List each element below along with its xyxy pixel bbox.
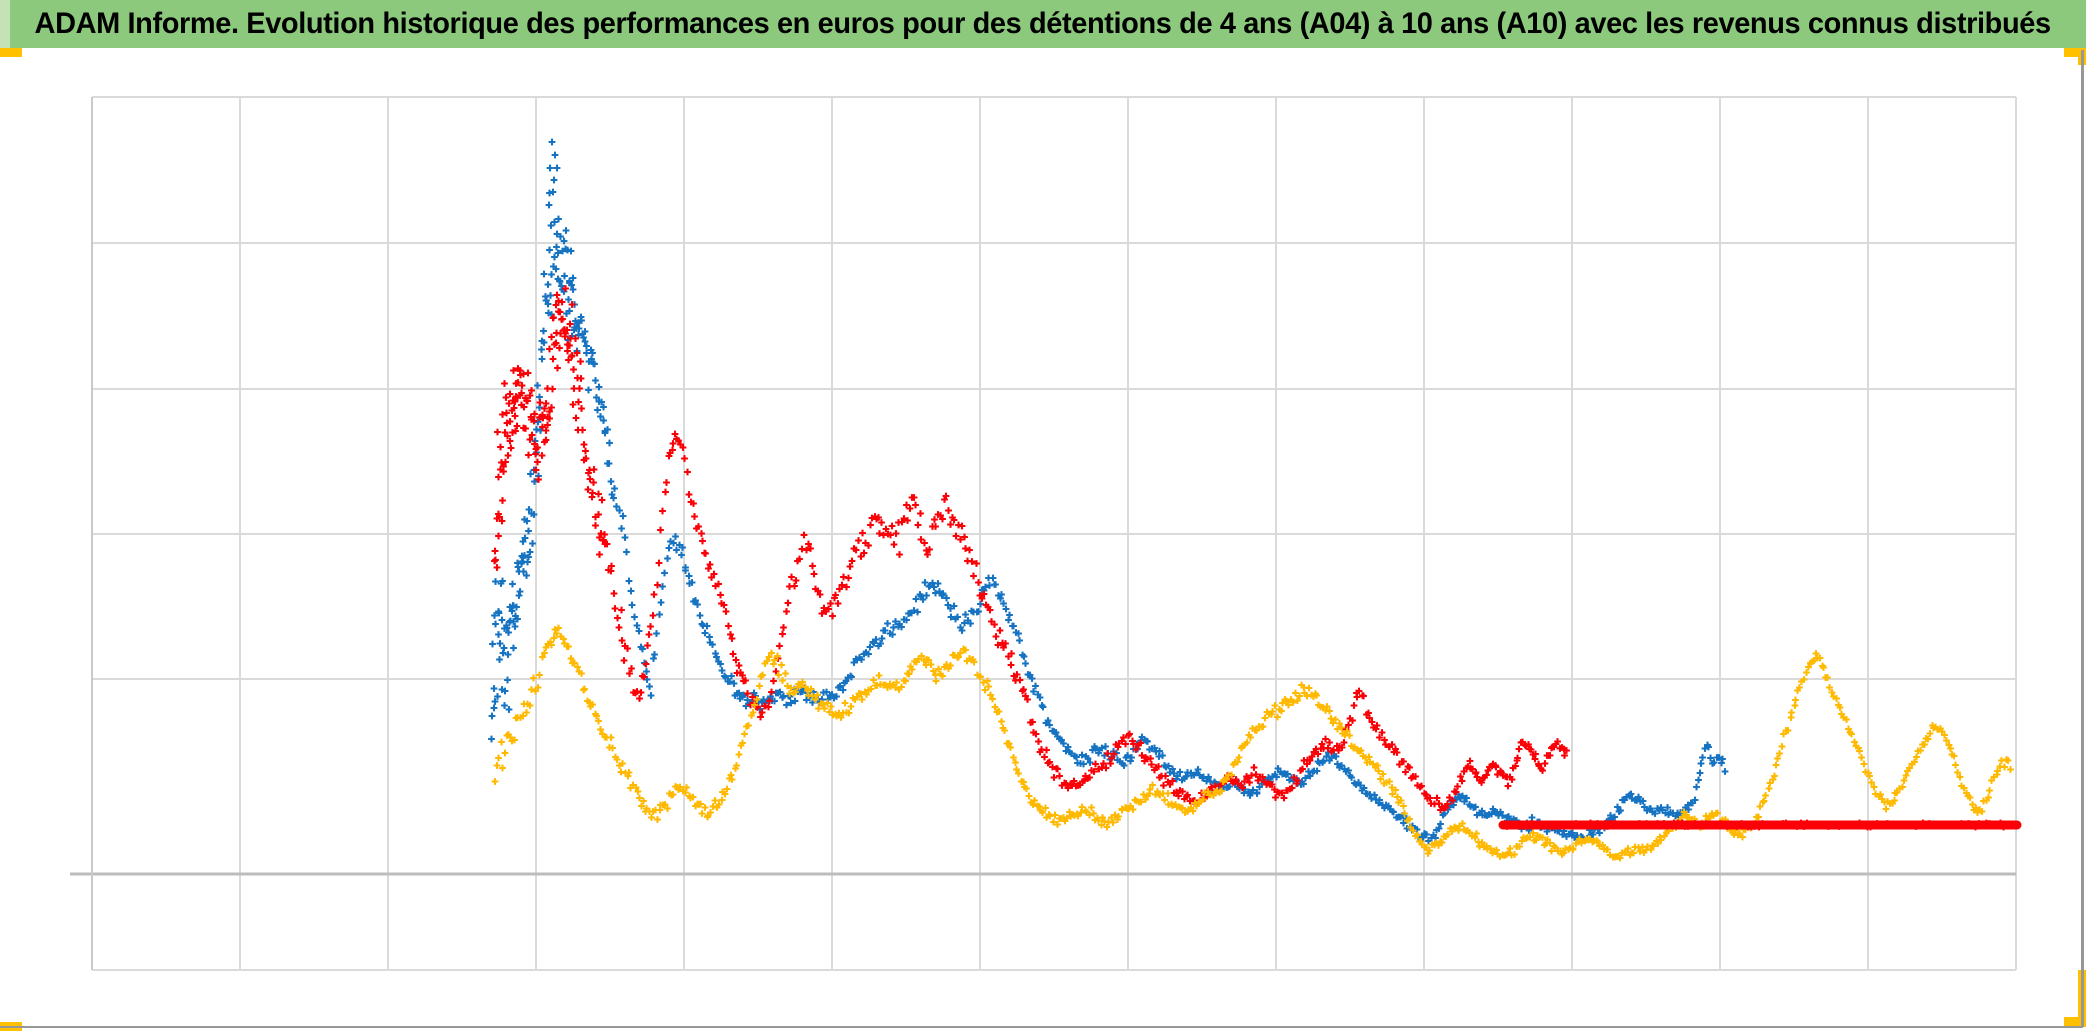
corner-handle-top-right-h [2064,48,2086,57]
header-accent-strip [0,0,10,48]
corner-handle-bottom-right-h [2064,1017,2086,1027]
corner-handle-top-left [0,48,22,57]
page-title: ADAM Informe. Evolution historique des p… [34,7,2052,40]
header-banner: ADAM Informe. Evolution historique des p… [0,0,2086,48]
page-edge-right [2081,50,2084,1027]
page-edge-bottom [0,1026,2083,1028]
